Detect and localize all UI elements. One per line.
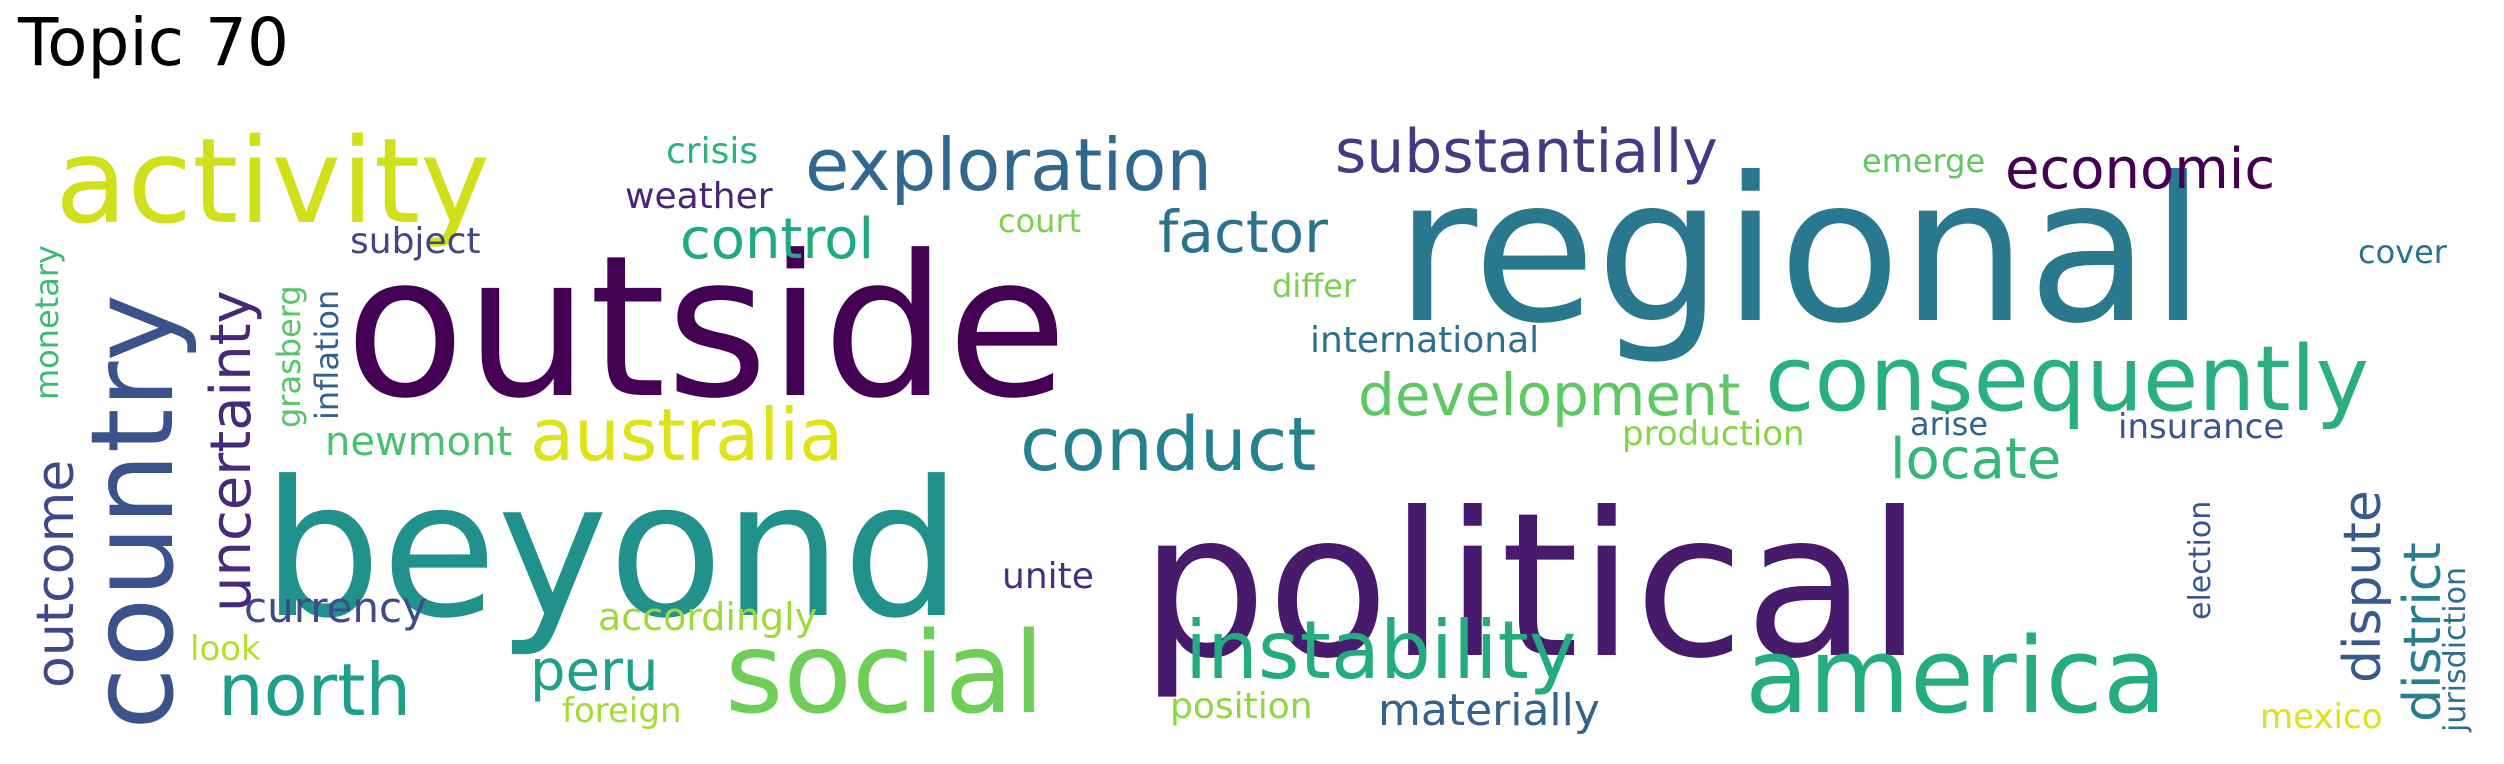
word-grasberg: grasberg — [270, 285, 308, 428]
word-international: international — [1310, 320, 1539, 361]
word-foreign: foreign — [562, 691, 682, 731]
word-locate: locate — [1890, 427, 2061, 492]
word-substantially: substantially — [1335, 117, 1718, 187]
word-weather: weather — [625, 176, 773, 217]
word-cover: cover — [2358, 233, 2448, 271]
word-unite: unite — [1002, 556, 1094, 597]
word-subject: subject — [350, 221, 480, 262]
word-differ: differ — [1272, 267, 1357, 305]
word-district: district — [2393, 542, 2453, 722]
word-activity: activity — [55, 112, 490, 250]
word-materially: materially — [1378, 685, 1600, 736]
word-court: court — [998, 202, 1081, 240]
word-insurance: insurance — [2118, 407, 2284, 447]
word-monetary: monetary — [28, 245, 66, 400]
word-political: political — [1140, 470, 1923, 703]
word-consequently: consequently — [1765, 327, 2369, 432]
word-accordingly: accordingly — [598, 595, 817, 639]
word-outside: outside — [345, 214, 1068, 442]
word-election: election — [2183, 501, 2218, 620]
word-conduct: conduct — [1020, 402, 1316, 488]
word-beyond: beyond — [262, 441, 962, 660]
word-currency: currency — [244, 583, 427, 632]
word-emerge: emerge — [1862, 142, 1985, 180]
word-look: look — [190, 629, 261, 669]
word-regional: regional — [1395, 135, 2206, 368]
word-dispute: dispute — [2333, 490, 2393, 683]
word-country: country — [66, 294, 199, 730]
word-peru: peru — [530, 639, 659, 704]
word-development: development — [1358, 361, 1741, 429]
word-uncertainty: uncertainty — [199, 290, 264, 612]
word-inflation: inflation — [308, 290, 346, 420]
word-factor: factor — [1158, 198, 1328, 266]
word-instability: instability — [1185, 604, 1576, 697]
word-control: control — [680, 207, 874, 272]
word-outcome: outcome — [26, 460, 86, 688]
word-economic: economic — [2005, 137, 2275, 202]
word-america: america — [1745, 615, 2167, 737]
word-production: production — [1622, 414, 1805, 454]
word-exploration: exploration — [805, 123, 1212, 207]
word-crisis: crisis — [666, 131, 758, 172]
word-jurisdiction: jurisdiction — [2438, 567, 2473, 733]
word-australia: australia — [530, 393, 843, 477]
word-newmont: newmont — [325, 419, 512, 465]
page-title: Topic 70 — [18, 4, 289, 81]
word-arise: arise — [1910, 405, 1988, 443]
word-position: position — [1170, 686, 1313, 727]
word-social: social — [725, 609, 1044, 739]
word-north: north — [218, 648, 411, 732]
word-mexico: mexico — [2260, 697, 2383, 737]
